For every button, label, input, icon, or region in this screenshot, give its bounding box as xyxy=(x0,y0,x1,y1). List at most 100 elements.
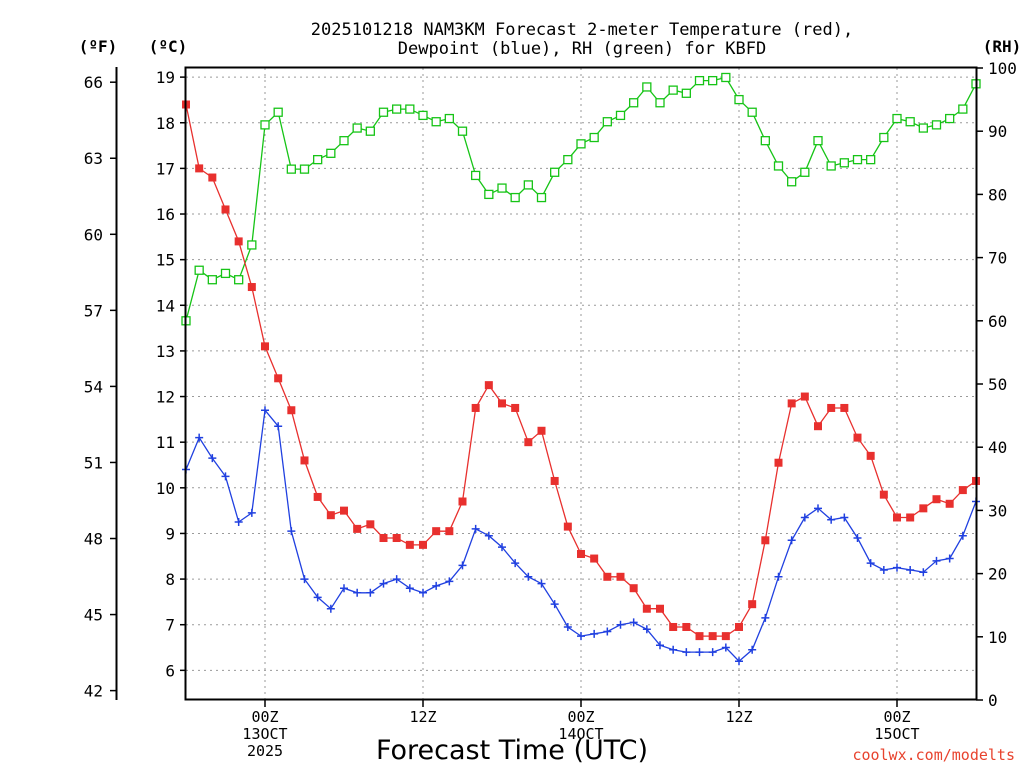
rh-tick-label: 0 xyxy=(988,691,998,710)
x-tick-label: 12Z xyxy=(409,708,436,726)
rh-point xyxy=(457,126,468,136)
rh-point xyxy=(681,88,691,98)
rh-series xyxy=(181,72,981,326)
rh-point xyxy=(905,117,915,127)
celsius-tick-label: 19 xyxy=(156,68,175,87)
temperature-series xyxy=(182,100,980,641)
dewpoint-point xyxy=(721,643,730,652)
temperature-point xyxy=(800,392,809,401)
rh-tick-label: 90 xyxy=(988,122,1007,141)
temperature-point xyxy=(787,399,796,408)
rh-point xyxy=(813,136,823,146)
rh-point xyxy=(879,132,889,143)
rh-point xyxy=(471,170,481,181)
temperature-point xyxy=(208,173,217,182)
rh-point xyxy=(787,177,797,187)
dewpoint-point xyxy=(247,508,256,517)
x-tick-label: 2025 xyxy=(247,742,283,760)
dewpoint-point xyxy=(866,559,875,568)
temperature-point xyxy=(313,492,322,501)
fahrenheit-unit-label: (ºF) xyxy=(79,37,118,56)
rh-point xyxy=(734,94,744,105)
celsius-tick-label: 8 xyxy=(165,570,175,589)
rh-point xyxy=(629,98,639,108)
celsius-tick-label: 7 xyxy=(165,616,175,635)
temperature-point xyxy=(340,506,348,515)
temperature-point xyxy=(247,283,256,292)
dewpoint-point xyxy=(353,588,362,597)
dewpoint-point xyxy=(616,620,625,629)
rh-tick-label: 30 xyxy=(988,501,1007,520)
x-tick-label: 14OCT xyxy=(558,725,603,743)
temperature-point xyxy=(234,237,243,246)
rh-point xyxy=(866,154,876,165)
dewpoint-point xyxy=(498,543,506,552)
temperature-point xyxy=(879,490,888,499)
rh-unit-label: (RH) xyxy=(983,37,1022,56)
rh-point xyxy=(484,189,494,200)
rh-tick-label: 80 xyxy=(988,185,1007,204)
temperature-point xyxy=(590,554,599,563)
rh-point xyxy=(918,123,928,133)
rh-point xyxy=(339,136,349,146)
rh-point xyxy=(800,167,810,177)
dewpoint-point xyxy=(471,524,480,533)
rh-point xyxy=(747,107,757,117)
celsius-tick-label: 13 xyxy=(156,342,175,361)
dewpoint-point xyxy=(405,584,414,593)
dewpoint-point xyxy=(932,556,941,565)
rh-point xyxy=(931,120,942,130)
temperature-point xyxy=(919,504,928,513)
dewpoint-point xyxy=(511,559,520,568)
fahrenheit-tick-label: 45 xyxy=(84,606,103,625)
rh-point xyxy=(378,107,389,117)
dewpoint-point xyxy=(748,645,757,654)
temperature-point xyxy=(563,522,572,531)
rh-tick-label: 10 xyxy=(988,628,1007,647)
celsius-tick-label: 17 xyxy=(156,159,175,178)
temperature-point xyxy=(656,604,664,613)
rh-tick-label: 40 xyxy=(988,438,1007,457)
temperature-point xyxy=(932,495,941,504)
dewpoint-point xyxy=(774,572,783,581)
celsius-tick-label: 18 xyxy=(156,114,175,133)
temperature-point xyxy=(511,403,520,412)
temperature-point xyxy=(458,497,467,506)
dewpoint-point xyxy=(195,433,204,442)
rh-point xyxy=(405,104,415,114)
dewpoint-point xyxy=(629,618,638,627)
dewpoint-point xyxy=(524,572,533,581)
rh-point xyxy=(708,75,718,86)
dewpoint-point xyxy=(366,588,375,597)
dewpoint-point xyxy=(840,513,849,522)
temperature-point xyxy=(827,403,836,412)
rh-point xyxy=(299,164,310,174)
celsius-tick-label: 9 xyxy=(165,524,175,543)
dewpoint-point xyxy=(484,531,493,540)
rh-tick-label: 70 xyxy=(988,249,1007,268)
dewpoint-point xyxy=(761,613,770,622)
rh-point xyxy=(497,183,507,193)
fahrenheit-tick-label: 57 xyxy=(84,301,103,320)
dewpoint-point xyxy=(603,627,612,636)
dewpoint-point xyxy=(300,575,309,584)
rh-point xyxy=(668,85,678,95)
rh-point xyxy=(839,158,849,168)
celsius-tick-label: 6 xyxy=(165,661,175,680)
fahrenheit-tick-label: 60 xyxy=(84,225,103,244)
temperature-point xyxy=(682,622,691,631)
temperature-point xyxy=(261,342,269,351)
rh-tick-label: 60 xyxy=(988,312,1007,331)
temperature-point xyxy=(405,540,414,549)
temperature-point xyxy=(366,520,375,529)
temperature-point xyxy=(524,438,533,447)
dewpoint-point xyxy=(827,515,836,524)
rh-point xyxy=(418,110,428,121)
rh-point xyxy=(220,268,231,279)
temperature-point xyxy=(537,426,546,435)
rh-point xyxy=(273,107,283,117)
rh-point xyxy=(326,148,336,158)
dewpoint-point xyxy=(221,472,230,481)
rh-point xyxy=(510,192,520,203)
